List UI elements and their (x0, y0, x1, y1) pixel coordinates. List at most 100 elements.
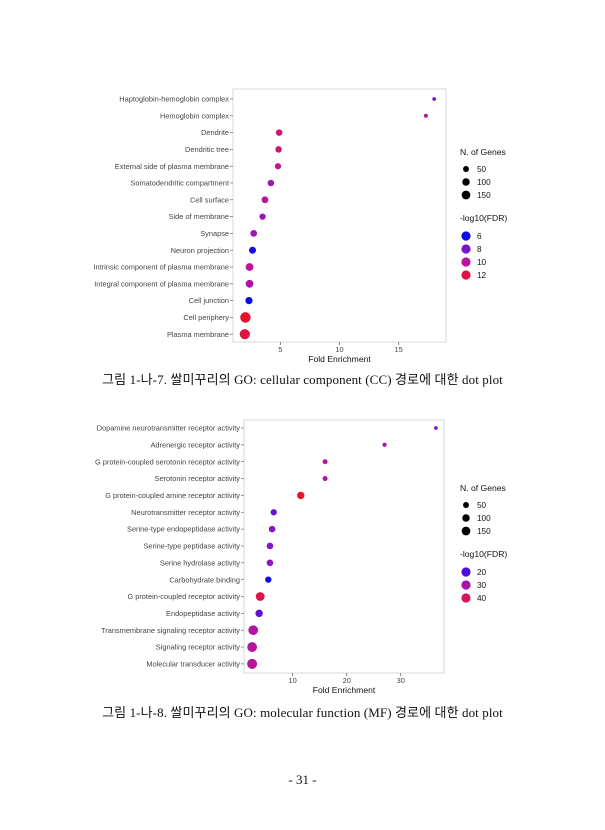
data-point (434, 426, 438, 430)
cc-dot-plot: 5 10 15 Fold Enrichment Haptoglobin-hemoglob… (93, 88, 507, 364)
category-label: Serine-type peptidase activity (143, 542, 240, 551)
data-point (248, 625, 259, 636)
category-label: Signaling receptor activity (156, 643, 241, 652)
color-legend-label: 12 (477, 271, 487, 280)
category-label: Side of membrane (169, 212, 229, 221)
category-label: Intrinsic component of plasma membrane (93, 263, 229, 272)
data-point (432, 97, 437, 101)
figure-caption-mf: 그림 1-나-8. 쌀미꾸리의 GO: molecular function (… (102, 705, 503, 720)
x-tick-label: 30 (397, 676, 405, 685)
data-point (270, 509, 277, 516)
size-legend-dot (463, 166, 469, 172)
category-label: Cell periphery (183, 313, 229, 322)
size-legend-label: 150 (477, 191, 491, 200)
color-legend-dot (461, 244, 471, 254)
x-axis-title: Fold Enrichment (313, 685, 376, 695)
category-label: Dopamine neurotransmitter receptor activ… (97, 424, 241, 433)
data-point (247, 658, 258, 669)
x-tick-label: 5 (278, 345, 282, 354)
color-legend-dot (461, 580, 471, 590)
size-legend-dot (461, 190, 471, 200)
category-label: Plasma membrane (167, 330, 229, 339)
color-legend-title: -log10(FDR) (460, 213, 507, 223)
data-point (275, 146, 282, 153)
category-label: G protein-coupled serotonin receptor act… (95, 457, 240, 466)
data-point (274, 163, 282, 170)
data-point (240, 312, 251, 323)
data-point (322, 476, 328, 482)
size-legend-dot (462, 514, 470, 522)
size-legend-dot (462, 178, 470, 186)
size-legend-label: 50 (477, 165, 487, 174)
data-point (268, 525, 276, 533)
category-label: Integral component of plasma membrane (94, 279, 229, 288)
category-label: Serine-type endopeptidase activity (127, 525, 240, 534)
category-label: Serine hydrolase activity (160, 558, 240, 567)
data-point (297, 491, 305, 500)
figure-caption-cc: 그림 1-나-7. 쌀미꾸리의 GO: cellular component (… (102, 372, 503, 387)
data-point (249, 246, 257, 254)
category-label: Dendrite (201, 128, 229, 137)
data-point (266, 542, 274, 550)
x-tick-label: 20 (343, 676, 351, 685)
color-legend-dot (461, 231, 471, 241)
size-legend-title: N. of Genes (460, 147, 506, 157)
category-label: Dendritic tree (185, 145, 229, 154)
color-legend-dot (461, 257, 471, 267)
category-label: Adrenergic receptor activity (150, 440, 240, 449)
data-point (275, 129, 283, 136)
color-legend-label: 8 (477, 245, 482, 254)
category-label: Cell junction (189, 296, 229, 305)
size-legend-title: N. of Genes (460, 483, 506, 493)
x-axis-title: Fold Enrichment (308, 354, 371, 364)
data-point (255, 592, 265, 601)
data-point (245, 263, 254, 271)
size-legend-dot (461, 526, 471, 536)
mf-dot-plot: 10 20 30 Fold Enrichment Dopamine neurotrans… (95, 419, 507, 695)
x-tick-label: 10 (335, 345, 343, 354)
data-point (267, 179, 275, 187)
size-legend-label: 50 (477, 501, 487, 510)
data-point (382, 442, 387, 447)
color-legend-title: -log10(FDR) (460, 549, 507, 559)
data-point (245, 279, 254, 288)
size-legend-dot (463, 502, 469, 508)
category-label: G protein-coupled amine receptor activit… (105, 491, 240, 500)
size-legend-label: 100 (477, 514, 491, 523)
color-legend-label: 40 (477, 594, 487, 603)
size-legend-label: 150 (477, 527, 491, 536)
category-label: Transmembrane signaling receptor activit… (101, 626, 240, 635)
category-label: Haptoglobin-hemoglobin complex (119, 95, 229, 104)
color-legend-label: 10 (477, 258, 487, 267)
page-number: - 31 - (288, 772, 317, 787)
data-point (247, 642, 258, 652)
category-label: Neurotransmitter receptor activity (131, 508, 240, 517)
category-label: Neuron projection (171, 246, 229, 255)
data-point (423, 113, 428, 118)
color-legend-dot (461, 270, 471, 280)
color-legend-label: 6 (477, 232, 482, 241)
category-label: Endopeptidase activity (166, 609, 240, 618)
data-point (265, 576, 272, 583)
data-point (261, 196, 269, 204)
data-point (239, 329, 250, 340)
size-legend-label: 100 (477, 178, 491, 187)
color-legend-label: 30 (477, 581, 487, 590)
data-point (250, 230, 258, 237)
category-label: Molecular transducer activity (146, 660, 240, 669)
data-point (266, 559, 274, 567)
category-label: Hemoglobin complex (160, 111, 229, 120)
data-point (322, 459, 328, 465)
category-label: Somatodendritic compartment (130, 179, 229, 188)
color-legend-dot (461, 593, 471, 603)
category-label: Cell surface (190, 195, 229, 204)
category-label: Synapse (200, 229, 229, 238)
category-label: G protein-coupled receptor activity (127, 592, 240, 601)
plot-panel-border (243, 419, 445, 674)
color-legend-dot (461, 567, 471, 577)
x-tick-label: 15 (395, 345, 403, 354)
data-point (259, 213, 266, 220)
x-tick-label: 10 (289, 676, 297, 685)
color-legend-label: 20 (477, 568, 487, 577)
data-point (245, 297, 253, 305)
